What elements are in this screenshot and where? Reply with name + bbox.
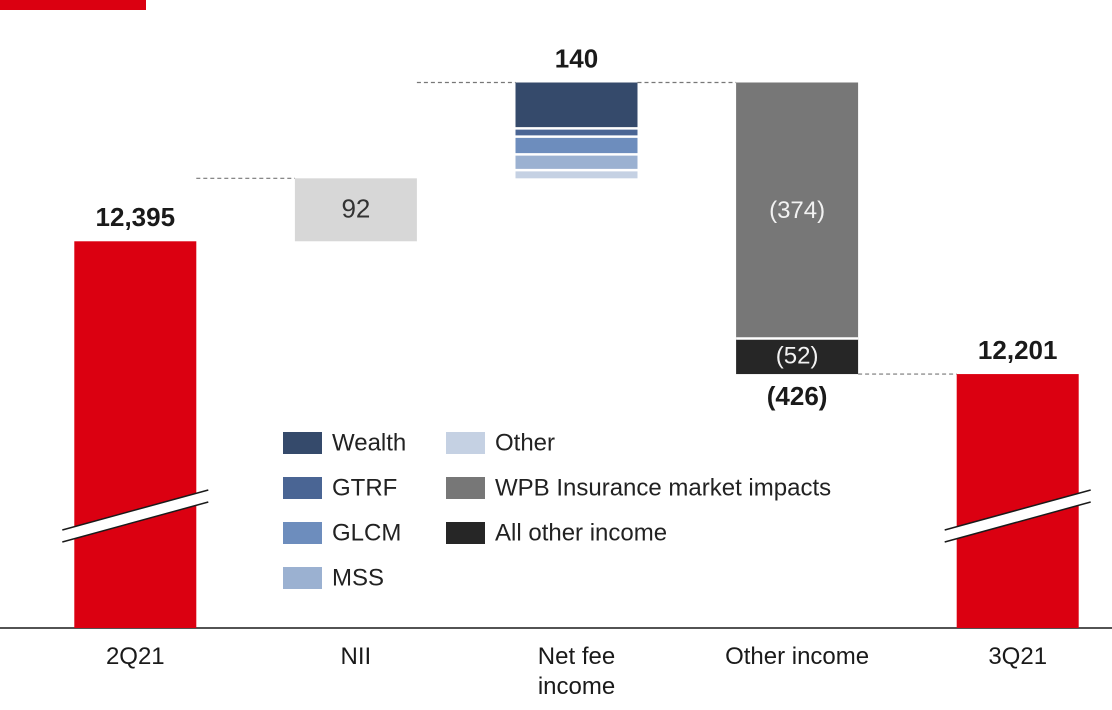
axis-break-line: [62, 489, 209, 531]
axis-break: [62, 490, 209, 542]
legend-swatch: [446, 432, 485, 454]
segment-label: (374): [769, 197, 825, 224]
segment-label: 92: [341, 194, 370, 224]
x-label-box: Net fee income: [537, 643, 616, 700]
legend-swatch: [283, 522, 322, 544]
legend-label: GTRF: [332, 474, 397, 501]
total-label: (426): [767, 381, 828, 411]
x-tick-label: Other income: [725, 643, 870, 670]
x-tick-label: 3Q21: [988, 643, 1048, 670]
x-label-box: 2Q21: [105, 643, 165, 670]
segment: [515, 154, 638, 171]
axis-break: [944, 490, 1091, 542]
segment: [515, 82, 638, 129]
segment: [736, 338, 859, 375]
axis-break-line: [944, 501, 1091, 543]
segment-label: (52): [776, 343, 819, 370]
total-bar: [74, 241, 197, 629]
legend-swatch: [446, 477, 485, 499]
axis-break-line: [62, 501, 209, 543]
value-label: 12,201: [978, 335, 1058, 365]
legend-label: GLCM: [332, 519, 401, 546]
legend-label: MSS: [332, 564, 384, 591]
total-label: 140: [555, 43, 598, 73]
segment: [294, 178, 417, 242]
legend-label: All other income: [495, 519, 667, 546]
x-label-box: NII: [340, 643, 372, 670]
x-tick-label: 2Q21: [105, 643, 165, 670]
legend-label: Other: [495, 429, 555, 456]
value-label: 12,395: [96, 202, 176, 232]
legend-label: Wealth: [332, 429, 406, 456]
x-label-box: 3Q21: [988, 643, 1048, 670]
brand-bar: [0, 0, 146, 10]
segment: [736, 82, 859, 339]
x-tick-label: Net fee income: [537, 643, 616, 700]
segment: [515, 170, 638, 179]
x-tick-label: NII: [340, 643, 372, 670]
legend-swatch: [283, 477, 322, 499]
legend-swatch: [283, 567, 322, 589]
legend-swatch: [446, 522, 485, 544]
x-label-box: Other income: [725, 643, 870, 670]
axis-break-line: [944, 489, 1091, 531]
segment: [515, 128, 638, 137]
segment: [515, 136, 638, 155]
legend-swatch: [283, 432, 322, 454]
legend-label: WPB Insurance market impacts: [495, 474, 831, 501]
